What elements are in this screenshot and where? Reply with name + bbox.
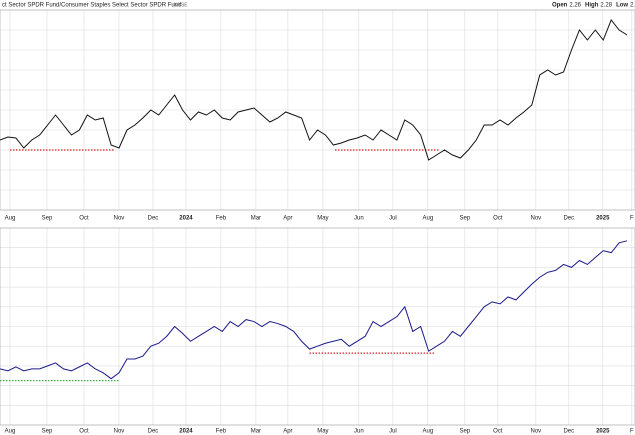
x-tick-label: Nov <box>114 429 125 435</box>
x-tick-label: May <box>317 216 328 222</box>
x-tick-label: Mar <box>251 429 261 435</box>
x-tick-label: Dec <box>148 216 159 222</box>
x-tick-label: Sep <box>42 216 53 222</box>
x-tick-label: Aug <box>5 429 16 435</box>
x-tick-label: Sep <box>459 216 470 222</box>
x-tick-label: Feb <box>216 216 227 222</box>
panel-frame <box>0 9 635 211</box>
quote-label: Low <box>616 3 628 9</box>
x-tick-label: Oct <box>79 429 89 435</box>
x-tick-label: May <box>317 429 328 435</box>
x-tick-label: Dec <box>563 216 574 222</box>
x-tick-label: Nov <box>114 216 125 222</box>
quote-value: 2.28 <box>600 3 612 9</box>
x-tick-label: Apr <box>283 216 292 222</box>
exchange: NYSE <box>174 2 188 8</box>
x-tick-label: Aug <box>422 429 433 435</box>
x-tick-label: Nov <box>531 216 542 222</box>
quote-label: Open <box>552 3 568 9</box>
x-tick-label: F <box>630 429 634 435</box>
x-tick-label: Aug <box>422 216 433 222</box>
x-tick-label: Nov <box>531 429 542 435</box>
x-tick-label: Apr <box>283 429 292 435</box>
panel-frame <box>0 227 635 426</box>
x-tick-label: Jul <box>389 216 397 222</box>
quote-value: 2.26 <box>569 3 581 9</box>
x-tick-label: Jul <box>389 429 397 435</box>
x-tick-label: Dec <box>563 429 574 435</box>
x-tick-label: 2024 <box>179 216 193 222</box>
quote-label: High <box>585 3 599 9</box>
x-tick-label: Mar <box>251 216 261 222</box>
x-tick-label: Jun <box>354 429 364 435</box>
quote-value: 2.2 <box>630 3 635 9</box>
x-tick-label: Aug <box>5 216 16 222</box>
x-tick-label: Sep <box>459 429 470 435</box>
x-tick-label: Dec <box>148 429 159 435</box>
price-line <box>0 19 628 161</box>
x-tick-label: Feb <box>216 429 227 435</box>
price-line <box>0 240 628 380</box>
x-tick-label: F <box>630 216 634 222</box>
x-tick-label: Oct <box>493 429 503 435</box>
x-tick-label: 2024 <box>179 429 193 435</box>
x-tick-label: Oct <box>79 216 89 222</box>
x-tick-label: Oct <box>493 216 503 222</box>
chart-title: ct Sector SPDR Fund/Consumer Staples Sel… <box>2 3 181 9</box>
x-tick-label: 2025 <box>596 429 610 435</box>
x-tick-label: Sep <box>42 429 53 435</box>
x-tick-label: Jun <box>354 216 364 222</box>
x-tick-label: 2025 <box>596 216 610 222</box>
